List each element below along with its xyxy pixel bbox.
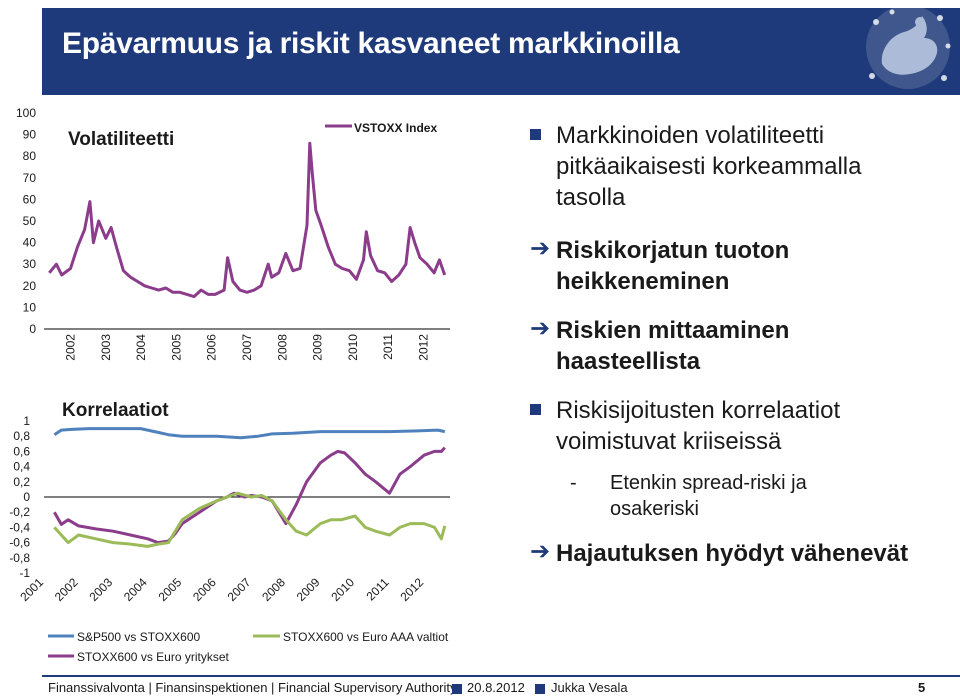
bullet-text: Riskisijoitusten korrelaatiot voimistuva… [556, 397, 841, 455]
legend-label-euro-yritykset: STOXX600 vs Euro yritykset [77, 650, 230, 664]
x-tick-label: 2007 [240, 334, 254, 361]
page-number: 5 [918, 680, 926, 695]
bullet-risk-measurement: ➔ Riskien mittaaminen haasteellista [530, 315, 916, 377]
bullet-risk-adjusted-return: ➔ Riskikorjatun tuoton heikkeneminen [530, 235, 916, 297]
y-tick-label: 30 [23, 257, 37, 271]
x-tick-label: 2003 [86, 575, 115, 604]
square-bullet-icon [530, 404, 541, 415]
slide-title: Epävarmuus ja riskit kasvaneet markkinoi… [62, 27, 680, 60]
legend-label-sp500-stoxx: S&P500 vs STOXX600 [77, 630, 201, 644]
x-tick-label: 2002 [63, 334, 77, 361]
footer-rule [42, 675, 960, 677]
x-tick-label: 2010 [328, 575, 357, 604]
bullet-text: Riskien mittaaminen haasteellista [556, 317, 790, 375]
y-tick-label: 40 [23, 236, 37, 250]
x-tick-label: 2006 [205, 334, 219, 361]
y-tick-label: -0,8 [9, 551, 30, 565]
x-tick-label: 2009 [311, 334, 325, 361]
footer-organization: Finanssivalvonta | Finansinspektionen | … [48, 680, 457, 695]
x-tick-label: 2012 [397, 575, 426, 604]
x-tick-label: 2006 [190, 575, 219, 604]
y-tick-label: -1 [19, 566, 30, 580]
slide-footer: Finanssivalvonta | Finansinspektionen | … [0, 675, 960, 699]
arrow-right-icon: ➔ [530, 235, 551, 262]
y-tick-label: 0,2 [13, 475, 30, 489]
y-tick-label: 10 [23, 300, 37, 314]
bullet-text: Hajautuksen hyödyt vähenevät [556, 540, 909, 567]
bullet-text: Riskikorjatun tuoton heikkeneminen [556, 237, 790, 295]
y-tick-label: 0 [29, 322, 36, 336]
sub-bullet-spread-risk: - Etenkin spread-riski ja osakeriski [570, 470, 870, 522]
x-tick-label: 2007 [225, 575, 254, 604]
lion-crest-icon [866, 5, 951, 89]
x-tick-label: 2005 [169, 334, 183, 361]
y-tick-label: 60 [23, 192, 37, 206]
footer-author: Jukka Vesala [551, 680, 628, 695]
series-line-s-p500-vs-stoxx600 [53, 427, 446, 440]
square-bullet-icon [530, 129, 541, 140]
footer-date: 20.8.2012 [467, 680, 525, 695]
x-tick-label: 2005 [156, 575, 185, 604]
x-tick-label: 2011 [381, 334, 395, 360]
x-tick-label: 2002 [52, 575, 81, 604]
x-tick-label: 2003 [99, 334, 113, 361]
bullet-volatility: Markkinoiden volatiliteetti pitkäaikaise… [530, 120, 916, 213]
x-tick-label: 2008 [259, 575, 288, 604]
volatility-title: Volatiliteetti [68, 129, 174, 150]
series-line-vstoxx-index [48, 141, 447, 299]
x-tick-label: 2009 [294, 575, 323, 604]
correlation-legend: S&P500 vs STOXX600 STOXX600 vs Euro yrit… [48, 630, 449, 664]
y-tick-label: 20 [23, 279, 37, 293]
x-tick-label: 2004 [134, 334, 148, 361]
bullet-diversification: ➔ Hajautuksen hyödyt vähenevät [530, 538, 916, 569]
y-tick-label: -0,2 [9, 505, 30, 519]
y-tick-label: 0 [23, 490, 30, 504]
y-tick-label: 0,8 [13, 429, 30, 443]
x-tick-label: 2010 [346, 334, 360, 361]
correlation-title: Korrelaatiot [62, 400, 169, 421]
footer-square-icon [452, 684, 462, 694]
y-tick-label: 50 [23, 214, 37, 228]
arrow-right-icon: ➔ [530, 538, 551, 565]
x-tick-label: 2011 [364, 575, 392, 603]
bullet-text: Markkinoiden volatiliteetti pitkäaikaise… [556, 122, 862, 211]
x-tick-label: 2012 [417, 334, 431, 361]
x-tick-label: 2004 [121, 575, 150, 604]
y-tick-label: 70 [23, 171, 37, 185]
y-tick-label: 0,6 [13, 444, 30, 458]
y-tick-label: 80 [23, 149, 37, 163]
sub-bullet-text: Etenkin spread-riski ja osakeriski [610, 472, 807, 520]
slide-header: Epävarmuus ja riskit kasvaneet markkinoi… [0, 0, 960, 95]
header-band [42, 8, 960, 95]
bullet-correlations: Riskisijoitusten korrelaatiot voimistuva… [530, 395, 916, 457]
legend-label-euro-aaa: STOXX600 vs Euro AAA valtiot [283, 630, 449, 644]
series-line-stoxx600-vs-euro-aaa-valtiot [53, 491, 447, 548]
y-tick-label: 1 [23, 414, 30, 428]
y-tick-label: 0,4 [13, 460, 30, 474]
footer-square-icon [535, 684, 545, 694]
correlation-chart: 10,80,60,40,20-0,2-0,4-0,6-0,8-1 2001 200… [9, 400, 450, 604]
vstoxx-legend-label: VSTOXX Index [354, 121, 437, 135]
y-tick-label: 100 [16, 106, 36, 120]
arrow-right-icon: ➔ [530, 315, 551, 342]
dash-bullet: - [570, 472, 577, 494]
x-tick-label: 2008 [275, 334, 289, 361]
y-tick-label: -0,4 [9, 520, 30, 534]
y-tick-label: 90 [23, 128, 37, 142]
y-tick-label: -0,6 [9, 536, 30, 550]
